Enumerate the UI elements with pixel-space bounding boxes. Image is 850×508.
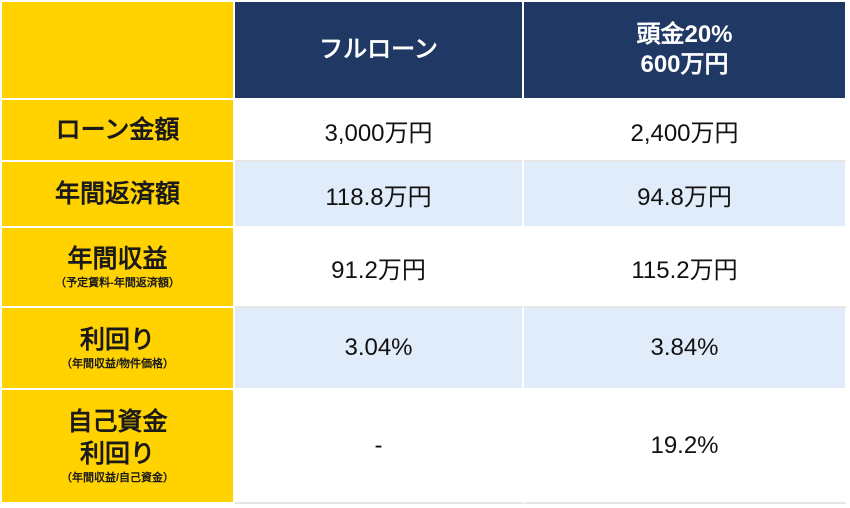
row-label-yield: 利回り （年間収益/物件価格） (2, 308, 235, 390)
row-label-text: 年間返済額 (54, 180, 180, 208)
header-down-payment: 頭金20% 600万円 (524, 2, 847, 100)
row-label-subtext: （年間収益/自己資金） (60, 472, 175, 484)
cell-value: 19.2% (650, 432, 719, 459)
cell-value: 3.04% (344, 334, 413, 361)
cell-value: - (374, 432, 383, 459)
cell-down-equity-yield: 19.2% (524, 390, 847, 504)
row-label-equity-yield: 自己資金 利回り （年間収益/自己資金） (2, 390, 235, 504)
row-label-subtext: （予定賃料-年間返済額） (55, 277, 180, 289)
row-label-loan-amount: ローン金額 (2, 100, 235, 162)
cell-value: 2,400万円 (630, 119, 739, 147)
row-label-subtext: （年間収益/物件価格） (60, 358, 175, 370)
row-label-text-line1: 自己資金 (67, 408, 168, 436)
row-label-text: 利回り (79, 326, 155, 354)
cell-down-annual-income: 115.2万円 (524, 228, 847, 308)
cell-value: 118.8万円 (325, 183, 432, 211)
cell-value: 91.2万円 (331, 256, 426, 284)
cell-value: 115.2万円 (631, 256, 738, 284)
cell-full-equity-yield: - (235, 390, 524, 504)
header-corner (2, 2, 235, 100)
header-full-loan: フルローン (235, 2, 524, 100)
cell-down-annual-repayment: 94.8万円 (524, 162, 847, 228)
cell-down-yield: 3.84% (524, 308, 847, 390)
cell-full-annual-income: 91.2万円 (235, 228, 524, 308)
header-down-payment-line2: 600万円 (640, 51, 729, 78)
cell-down-loan-amount: 2,400万円 (524, 100, 847, 162)
cell-value: 94.8万円 (637, 183, 732, 211)
header-full-loan-label: フルローン (319, 36, 438, 63)
cell-full-loan-amount: 3,000万円 (235, 100, 524, 162)
cell-full-yield: 3.04% (235, 308, 524, 390)
row-label-annual-repayment: 年間返済額 (2, 162, 235, 228)
cell-value: 3,000万円 (324, 119, 433, 147)
header-down-payment-line1: 頭金20% (636, 21, 733, 48)
cell-value: 3.84% (650, 334, 719, 361)
row-label-annual-income: 年間収益 （予定賃料-年間返済額） (2, 228, 235, 308)
row-label-text: 年間収益 (67, 245, 168, 273)
row-label-text: ローン金額 (55, 116, 180, 144)
cell-full-annual-repayment: 118.8万円 (235, 162, 524, 228)
row-label-text-line2: 利回り (79, 440, 155, 468)
